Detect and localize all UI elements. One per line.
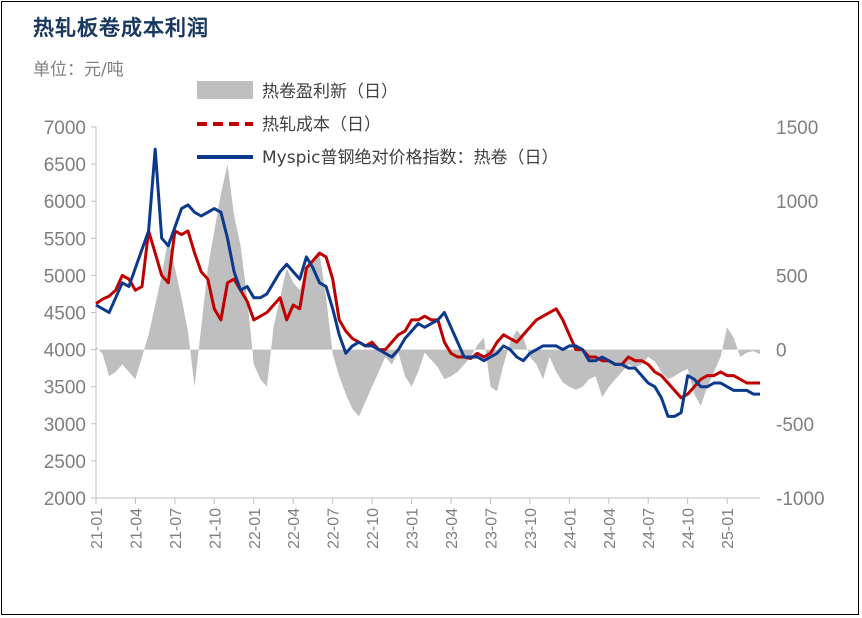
- legend-label-cost: 热轧成本（日）: [262, 115, 381, 135]
- legend-label-index: Myspic普钢绝对价格指数：热卷（日）: [262, 148, 558, 168]
- x-axis-tick-label: 23-01: [405, 508, 422, 549]
- chart-title: 热轧板卷成本利润: [33, 16, 209, 40]
- left-axis-tick-label: 2000: [44, 489, 86, 510]
- x-axis-tick-label: 24-04: [602, 508, 619, 549]
- left-axis-tick-label: 6500: [44, 155, 86, 176]
- right-axis-tick-label: 0: [776, 341, 787, 362]
- left-axis-tick-label: 4000: [44, 341, 86, 362]
- series-index-line: [95, 147, 760, 418]
- x-axis-tick-label: 25-01: [720, 508, 737, 549]
- right-axis-tick-label: 500: [776, 266, 808, 287]
- plot-area: 7000650060005500500045004000350030002500…: [44, 118, 825, 549]
- x-axis-tick-label: 24-01: [562, 508, 579, 549]
- right-axis-tick-label: 1000: [776, 192, 818, 213]
- left-axis-tick-label: 6000: [44, 192, 86, 213]
- left-axis-tick-label: 7000: [44, 118, 86, 139]
- x-axis-tick-label: 22-07: [326, 508, 343, 549]
- x-axis-tick-label: 24-10: [681, 508, 698, 549]
- x-axis-tick-label: 21-07: [168, 508, 185, 549]
- x-axis-tick-label: 23-07: [483, 508, 500, 549]
- left-axis-tick-label: 4500: [44, 304, 86, 325]
- x-axis-tick-label: 23-10: [523, 508, 540, 549]
- series-cost-line: [95, 229, 760, 400]
- series-profit-area: [96, 164, 760, 417]
- x-axis-tick-label: 21-01: [89, 508, 106, 549]
- x-axis-tick-label: 22-10: [365, 508, 382, 549]
- legend-swatch-profit: [197, 81, 253, 99]
- x-axis-tick-label: 22-01: [247, 508, 264, 549]
- unit-label: 单位：元/吨: [33, 60, 124, 80]
- right-axis-tick-label: -500: [776, 415, 814, 436]
- right-axis-tick-label: -1000: [776, 489, 825, 510]
- left-axis-tick-label: 3500: [44, 378, 86, 399]
- x-axis-tick-label: 21-04: [128, 508, 145, 549]
- legend: 热卷盈利新（日） 热轧成本（日） Myspic普钢绝对价格指数：热卷（日）: [197, 81, 558, 168]
- right-axis-tick-label: 1500: [776, 118, 818, 139]
- x-axis-tick-label: 21-10: [207, 508, 224, 549]
- legend-label-profit: 热卷盈利新（日）: [262, 82, 398, 102]
- left-axis-tick-label: 5000: [44, 266, 86, 287]
- x-axis-tick-label: 23-04: [444, 508, 461, 549]
- left-axis-tick-label: 5500: [44, 229, 86, 250]
- x-axis-tick-label: 24-07: [641, 508, 658, 549]
- x-axis-tick-label: 22-04: [286, 508, 303, 549]
- left-axis-tick-label: 2500: [44, 452, 86, 473]
- left-axis-tick-label: 3000: [44, 415, 86, 436]
